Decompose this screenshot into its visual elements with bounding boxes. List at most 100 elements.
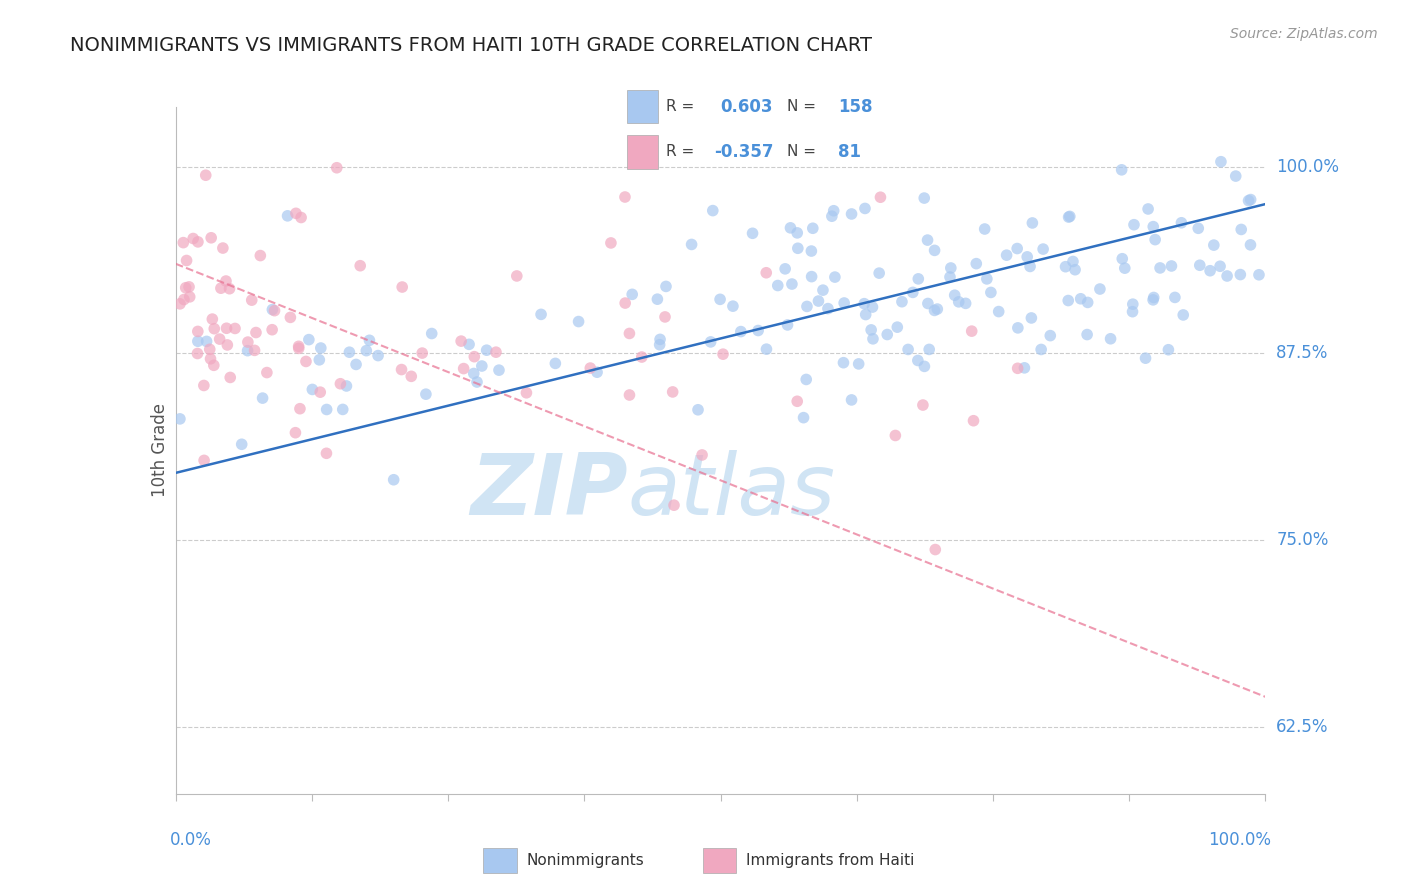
Point [948, 294, 970, 309]
Point [181, 231, 204, 245]
Point [1188, 258, 1211, 272]
Point [853, 296, 876, 310]
Point [766, 278, 789, 293]
Point [195, 334, 218, 349]
Point [485, 345, 508, 359]
Point [686, 402, 709, 417]
Text: 87.5%: 87.5% [1277, 344, 1329, 362]
Point [1114, 261, 1136, 276]
Point [630, 350, 652, 364]
Point [786, 241, 808, 255]
Point [236, 335, 259, 350]
Point [215, 321, 238, 335]
Point [911, 398, 934, 412]
Point [344, 358, 367, 372]
Point [755, 266, 778, 280]
Point [1199, 264, 1222, 278]
Point [198, 343, 221, 357]
Point [415, 387, 437, 401]
Point [465, 375, 488, 389]
Point [1142, 293, 1164, 307]
Point [200, 351, 222, 366]
Point [1160, 259, 1182, 273]
Point [308, 352, 330, 367]
Point [586, 365, 609, 379]
Point [262, 323, 284, 337]
Bar [484, 848, 516, 873]
Point [420, 326, 443, 341]
Point [287, 342, 309, 356]
Point [287, 339, 309, 353]
Point [918, 343, 941, 357]
Point [1149, 260, 1171, 275]
Point [1007, 361, 1029, 376]
Point [779, 220, 801, 235]
Point [217, 338, 239, 352]
Point [463, 350, 485, 364]
Point [169, 297, 191, 311]
Point [1229, 268, 1251, 282]
Point [179, 290, 201, 304]
Text: 158: 158 [838, 98, 873, 116]
Point [776, 318, 799, 332]
Point [202, 321, 225, 335]
Point [824, 270, 846, 285]
Point [987, 304, 1010, 318]
Point [284, 206, 307, 220]
Point [471, 359, 494, 373]
Point [1209, 259, 1232, 273]
Point [648, 332, 671, 346]
Point [860, 323, 883, 337]
Point [1076, 327, 1098, 342]
Point [886, 320, 908, 334]
Point [401, 369, 423, 384]
Point [249, 249, 271, 263]
Point [411, 346, 433, 360]
Point [901, 285, 924, 300]
Point [907, 353, 929, 368]
Point [1062, 254, 1084, 268]
Point [853, 202, 876, 216]
Point [349, 259, 371, 273]
Point [980, 285, 1002, 300]
Text: R =: R = [666, 145, 695, 160]
Point [1135, 351, 1157, 366]
Point [458, 337, 481, 351]
Point [245, 326, 267, 340]
Point [463, 367, 485, 381]
Point [1230, 222, 1253, 236]
Point [681, 237, 703, 252]
Text: ZIP: ZIP [471, 450, 628, 533]
Point [855, 308, 877, 322]
Point [335, 379, 357, 393]
Point [1007, 321, 1029, 335]
Point [1111, 162, 1133, 177]
Point [962, 414, 984, 428]
Point [755, 342, 778, 356]
Point [965, 257, 987, 271]
Point [832, 296, 855, 310]
Point [1017, 250, 1039, 264]
Point [329, 376, 352, 391]
Point [897, 343, 920, 357]
Point [515, 385, 537, 400]
Point [284, 425, 307, 440]
Point [786, 394, 808, 409]
Point [794, 372, 817, 386]
Point [1031, 343, 1053, 357]
Point [1239, 238, 1261, 252]
Point [800, 244, 823, 258]
Point [773, 261, 796, 276]
Point [240, 293, 263, 307]
Point [315, 402, 337, 417]
Point [939, 260, 962, 275]
Point [614, 190, 637, 204]
Point [1111, 252, 1133, 266]
Point [200, 231, 222, 245]
Point [288, 401, 311, 416]
Point [309, 385, 332, 400]
Point [1164, 290, 1187, 304]
Point [218, 282, 240, 296]
Point [721, 299, 744, 313]
Point [326, 161, 349, 175]
